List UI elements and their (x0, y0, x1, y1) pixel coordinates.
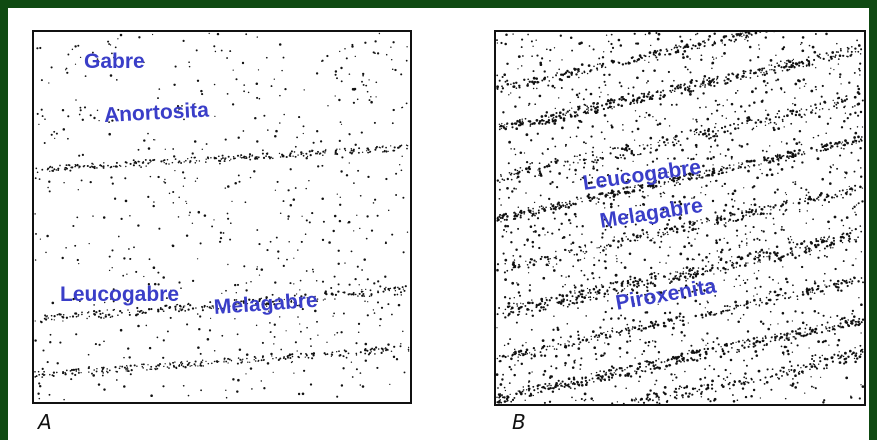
panel-a-texture-box (32, 30, 412, 404)
panel-b-texture-box (494, 30, 866, 406)
label-leucogabre-a: Leucogabre (60, 283, 180, 306)
panel-b-letter: B (512, 410, 526, 434)
panel-a-letter: A (38, 410, 52, 434)
label-gabre: Gabre (84, 50, 145, 73)
